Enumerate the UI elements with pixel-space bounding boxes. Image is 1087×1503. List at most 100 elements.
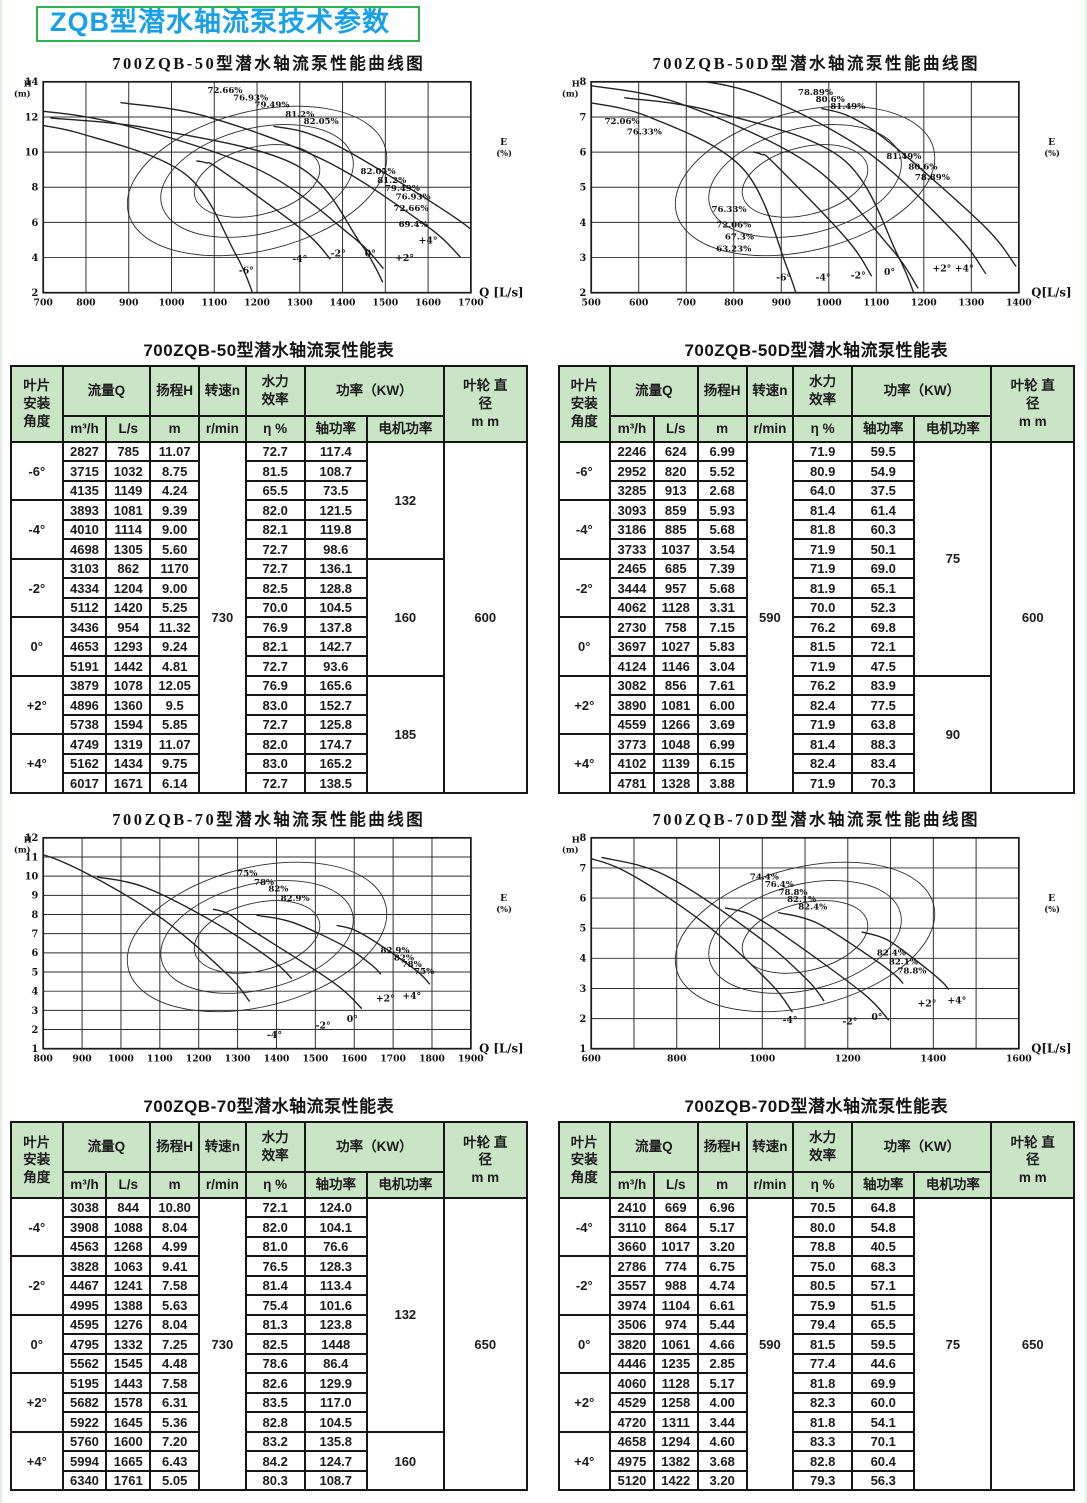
efficiency-cell: 82.0: [244, 499, 306, 521]
shaft-power-cell: 129.9: [303, 1372, 368, 1394]
efficiency-annotation: 80.6%: [815, 95, 844, 105]
efficiency-annotation: 80.6%: [908, 162, 937, 172]
efficiency-annotation: 82%: [394, 953, 414, 963]
x-tick-label: 1600: [341, 1053, 367, 1064]
angle-label: -2°: [331, 248, 346, 259]
chart-svg: 700 800 900 1000 1100 1200 1300 1400 1500 1600 170…: [14, 77, 524, 308]
flow-m3h-cell: 2786: [609, 1255, 655, 1277]
head-cell: 11.07: [149, 440, 201, 463]
x-axis-label: Q[L/s]: [1031, 1041, 1071, 1055]
flow-ls-cell: 1294: [652, 1430, 699, 1453]
head-cell: 6.99: [696, 733, 748, 755]
shaft-power-cell: 104.1: [303, 1216, 368, 1238]
flow-m3h-cell: 3110: [609, 1216, 655, 1238]
angle-label: -4°: [292, 254, 307, 265]
shaft-power-cell: 59.5: [851, 440, 916, 463]
x-tick-label: 1500: [372, 297, 398, 308]
header-speed: 转速n: [745, 1120, 795, 1173]
shaft-power-cell: 57.1: [851, 1274, 916, 1297]
plot-border: [589, 80, 1020, 294]
flow-ls-cell: 1128: [652, 596, 699, 619]
head-cell: 4.60: [696, 1430, 748, 1453]
flow-ls-cell: 1276: [105, 1313, 152, 1336]
head-cell: 9.75: [149, 752, 201, 775]
head-cell: 6.15: [696, 752, 748, 775]
shaft-power-cell: 56.3: [851, 1469, 916, 1492]
y-tick-label: 4: [579, 218, 586, 229]
flow-m3h-cell: 6340: [61, 1469, 108, 1492]
flow-ls-cell: 1027: [652, 635, 699, 658]
efficiency-cell: 81.4: [792, 499, 854, 521]
head-cell: 3.44: [696, 1411, 748, 1433]
head-cell: 4.48: [149, 1352, 201, 1375]
shaft-power-cell: 69.9: [851, 1372, 916, 1394]
angle-label: -6°: [239, 265, 254, 276]
flow-ls-cell: 1146: [652, 655, 699, 677]
x-tick-label: 1800: [419, 1053, 445, 1064]
header-unit-m: m: [149, 414, 201, 443]
efficiency-cell: 82.0: [244, 733, 306, 755]
performance-chart-zqb50d: 500 600 700 800 900 1000 1100 1200 1300 1400 2 3 4 5 6…: [558, 74, 1076, 318]
impeller-diameter-cell: 650: [442, 1196, 528, 1492]
efficiency-cell: 78.8: [792, 1235, 854, 1258]
table-row: -4° 3093 859 5.93 81.4 61.4: [557, 499, 1075, 560]
table-row: 4124 1146 3.04 71.9 47.5: [559, 655, 1075, 677]
angle-label: -4°: [267, 1030, 282, 1041]
chart-section-zqb70: 700ZQB-70型潜水轴流泵性能曲线图 800 900 1000 1100 1200 1…: [10, 804, 528, 1074]
y-tick-label: 4: [579, 954, 586, 965]
efficiency-contour: [193, 900, 321, 974]
table-row: 5191 1442 4.81 72.7 93.6: [11, 655, 527, 677]
table-row: 3974 1104 6.61 75.9 51.5: [559, 1294, 1075, 1316]
efficiency-cell: 81.3: [244, 1313, 306, 1336]
shaft-power-cell: 104.5: [303, 596, 368, 619]
efficiency-annotation: 75%: [237, 869, 257, 879]
flow-m3h-cell: 5112: [61, 596, 108, 619]
table-row: 4563 1268 4.99 81.0 76.6: [11, 1235, 527, 1258]
header-unit-eta: η %: [792, 1170, 854, 1199]
motor-power-cell: 160: [365, 1430, 445, 1492]
head-cell: 5.93: [696, 499, 748, 521]
header-unit-m3h: m³/h: [609, 414, 655, 443]
flow-m3h-cell: 3038: [61, 1196, 108, 1219]
angle-label: 0°: [365, 248, 376, 259]
x-tick-label: 800: [724, 297, 744, 308]
angle-curve-2: [777, 911, 904, 984]
flow-m3h-cell: 5195: [61, 1372, 108, 1394]
angle-curve--2: [96, 876, 293, 979]
shaft-power-cell: 174.7: [303, 733, 368, 755]
efficiency-cell: 71.9: [792, 538, 854, 560]
angle-curve-4: [860, 931, 949, 990]
x-tick-label: 900: [72, 1053, 92, 1064]
y-axis-unit: (m): [14, 88, 31, 98]
efficiency-cell: 70.5: [792, 1196, 854, 1219]
shaft-power-cell: 76.6: [303, 1235, 368, 1258]
table-row: 5112 1420 5.25 70.0 104.5: [11, 596, 527, 619]
shaft-power-cell: 37.5: [851, 479, 916, 502]
head-cell: 4.81: [149, 655, 201, 677]
y-tick-label: 3: [579, 984, 586, 995]
content-grid: 700ZQB-50型潜水轴流泵性能曲线图 700 800 900 1000 1100 12…: [10, 48, 1075, 1492]
x-tick-label: 1400: [264, 1053, 290, 1064]
efficiency-annotation: 78.89%: [914, 173, 949, 183]
header-shaft-power: 轴功率: [303, 414, 368, 443]
angle-cell: -4°: [10, 1196, 64, 1258]
x-tick-label: 1300: [958, 297, 984, 308]
table-row: -2° 2786 774 6.75 75.0 68.3: [557, 1255, 1075, 1316]
performance-chart-zqb70d: 600 800 1000 1200 1400 1600 1 2 3 4 5 6 7 8 H (m) Q[L/s]…: [558, 830, 1076, 1074]
flow-m3h-cell: 3733: [609, 538, 655, 560]
speed-cell: 730: [198, 1196, 247, 1492]
flow-m3h-cell: 3974: [609, 1294, 655, 1316]
shaft-power-cell: 54.1: [851, 1411, 916, 1433]
angle-label: -2°: [316, 1020, 331, 1031]
head-cell: 9.00: [149, 577, 201, 599]
header-efficiency: 水力 效率: [244, 1120, 306, 1173]
motor-power-cell: 75: [913, 440, 993, 677]
shaft-power-cell: 128.8: [303, 577, 368, 599]
head-cell: 3.88: [696, 772, 748, 794]
shaft-power-cell: 117.4: [303, 440, 368, 463]
shaft-power-cell: 50.1: [851, 538, 916, 560]
table-row: 5922 1645 5.36 82.8 104.5: [11, 1411, 527, 1433]
angle-curve-0: [724, 907, 889, 1021]
y-axis-unit: (m): [561, 88, 578, 98]
